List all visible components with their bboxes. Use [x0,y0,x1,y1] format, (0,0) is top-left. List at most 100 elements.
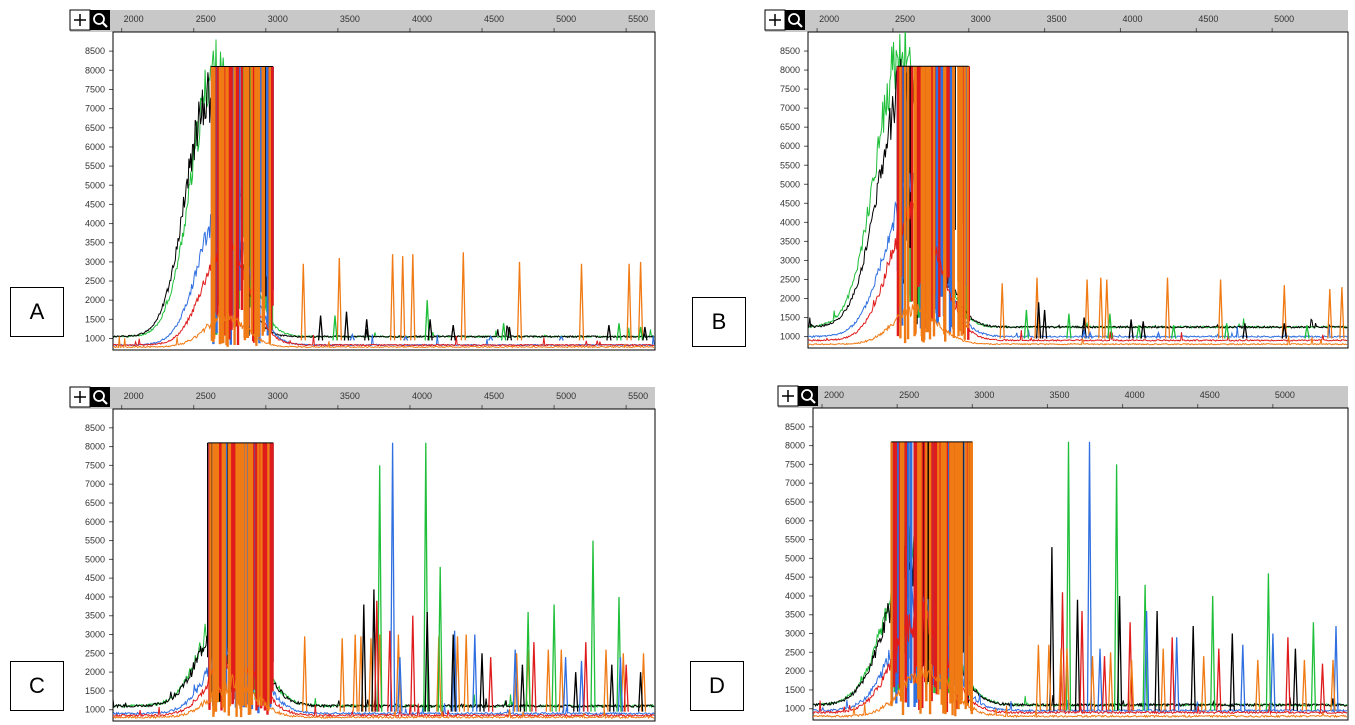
y-tick-label: 7000 [785,478,805,488]
series-orange-trace [113,312,655,349]
peak [336,257,342,341]
peaks-orange [1035,644,1336,711]
peak [374,600,380,712]
y-tick-label: 3500 [85,611,105,621]
y-tick-label: 2000 [785,666,805,676]
peak [1113,464,1120,711]
peak [545,649,551,712]
peak [1333,625,1339,711]
x-tick-label: 4000 [1125,390,1145,400]
peaks-black [1049,547,1299,711]
zoom-in-button[interactable] [69,386,91,408]
x-tick-label: 3500 [340,14,360,24]
magnifier-icon [801,389,816,404]
series-red-trace [113,236,655,347]
y-tick-label: 1000 [85,334,105,344]
peak [377,465,383,712]
y-tick-label: 6000 [780,141,800,151]
panel-d: 2000 2500 3000 3500 4000 4500 5000 1000 1500 2000… [680,365,1355,725]
peak [410,615,416,712]
series-orange-trace [113,674,655,720]
x-tick-label: 5500 [628,14,648,24]
peak [626,263,632,341]
peak [424,300,430,341]
peak [387,630,393,712]
plus-icon [782,390,794,402]
y-tick-label: 1000 [785,704,805,714]
peak [583,642,589,712]
peaks-green [1023,309,1310,339]
peaks-blue [1081,328,1162,339]
peak [637,326,644,341]
zoom-in-button[interactable] [69,9,91,31]
peak [1128,319,1134,339]
y-tick-label: 4000 [85,219,105,229]
magnifier-button[interactable] [90,387,110,407]
peak [1292,648,1299,711]
peak [1164,277,1171,339]
y-tick-label: 1500 [85,314,105,324]
y-tick-label: 1500 [780,313,800,323]
peak [1097,648,1103,711]
x-ruler [765,10,1348,32]
y-tick-label: 8500 [85,423,105,433]
peak [339,638,345,712]
chart-b: 2000 2500 3000 3500 4000 4500 5000 1000 1500 2000… [764,9,1349,349]
x-tick-label: 5000 [556,14,576,24]
peak [506,326,513,341]
peaks-black [317,311,648,341]
peak [525,611,531,712]
peak [1210,595,1216,711]
peak [1136,325,1142,339]
series-orange-saturated-peaks [209,442,270,718]
peak [1081,317,1087,339]
zoom-in-button[interactable] [777,385,799,407]
y-tick-label: 2500 [85,276,105,286]
panel-b: 2000 2500 3000 3500 4000 4500 5000 1000 1500 2000… [680,0,1355,360]
plus-icon [74,14,86,26]
peak [590,540,596,712]
x-tick-label: 4500 [484,391,504,401]
magnifier-button[interactable] [798,386,818,406]
y-tick-label: 3000 [85,257,105,267]
peak [1127,622,1133,711]
y-tick-label: 4000 [780,217,800,227]
y-tick-label: 7000 [85,479,105,489]
zoom-in-button[interactable] [764,9,786,31]
x-tick-label: 4000 [1122,14,1142,24]
peaks-black [1035,302,1287,339]
peak [1107,313,1113,339]
x-tick-label: 2500 [899,390,919,400]
x-tick-label: 3500 [1049,390,1069,400]
panel-c: 2000 2500 3000 3500 4000 4500 5000 5500 1000 1500… [0,365,680,725]
peak [516,261,523,341]
series-orange-saturated-peaks [899,66,969,344]
panel-label-d: D [690,661,744,711]
magnifier-button[interactable] [785,10,805,30]
peak [606,325,612,341]
peak [1217,279,1224,339]
peak [1310,622,1317,711]
peak [558,649,564,712]
peak [424,611,430,712]
peaks-green [1065,441,1317,711]
magnifier-button[interactable] [90,10,110,30]
peak [616,323,622,341]
peak [1041,309,1048,339]
peak [1104,279,1110,339]
peak [397,657,403,712]
peak [531,642,537,712]
plus-icon [769,14,781,26]
peak [300,263,306,341]
peak [1224,323,1230,339]
peak [352,634,358,712]
peak [519,664,526,712]
peak [343,311,350,341]
peak [1086,441,1093,711]
peak [578,660,585,712]
panel-label-b: B [692,297,746,347]
y-tick-label: 1500 [85,686,105,696]
y-tick-label: 5000 [785,553,805,563]
y-tick-label: 5000 [780,179,800,189]
peak [450,634,456,712]
